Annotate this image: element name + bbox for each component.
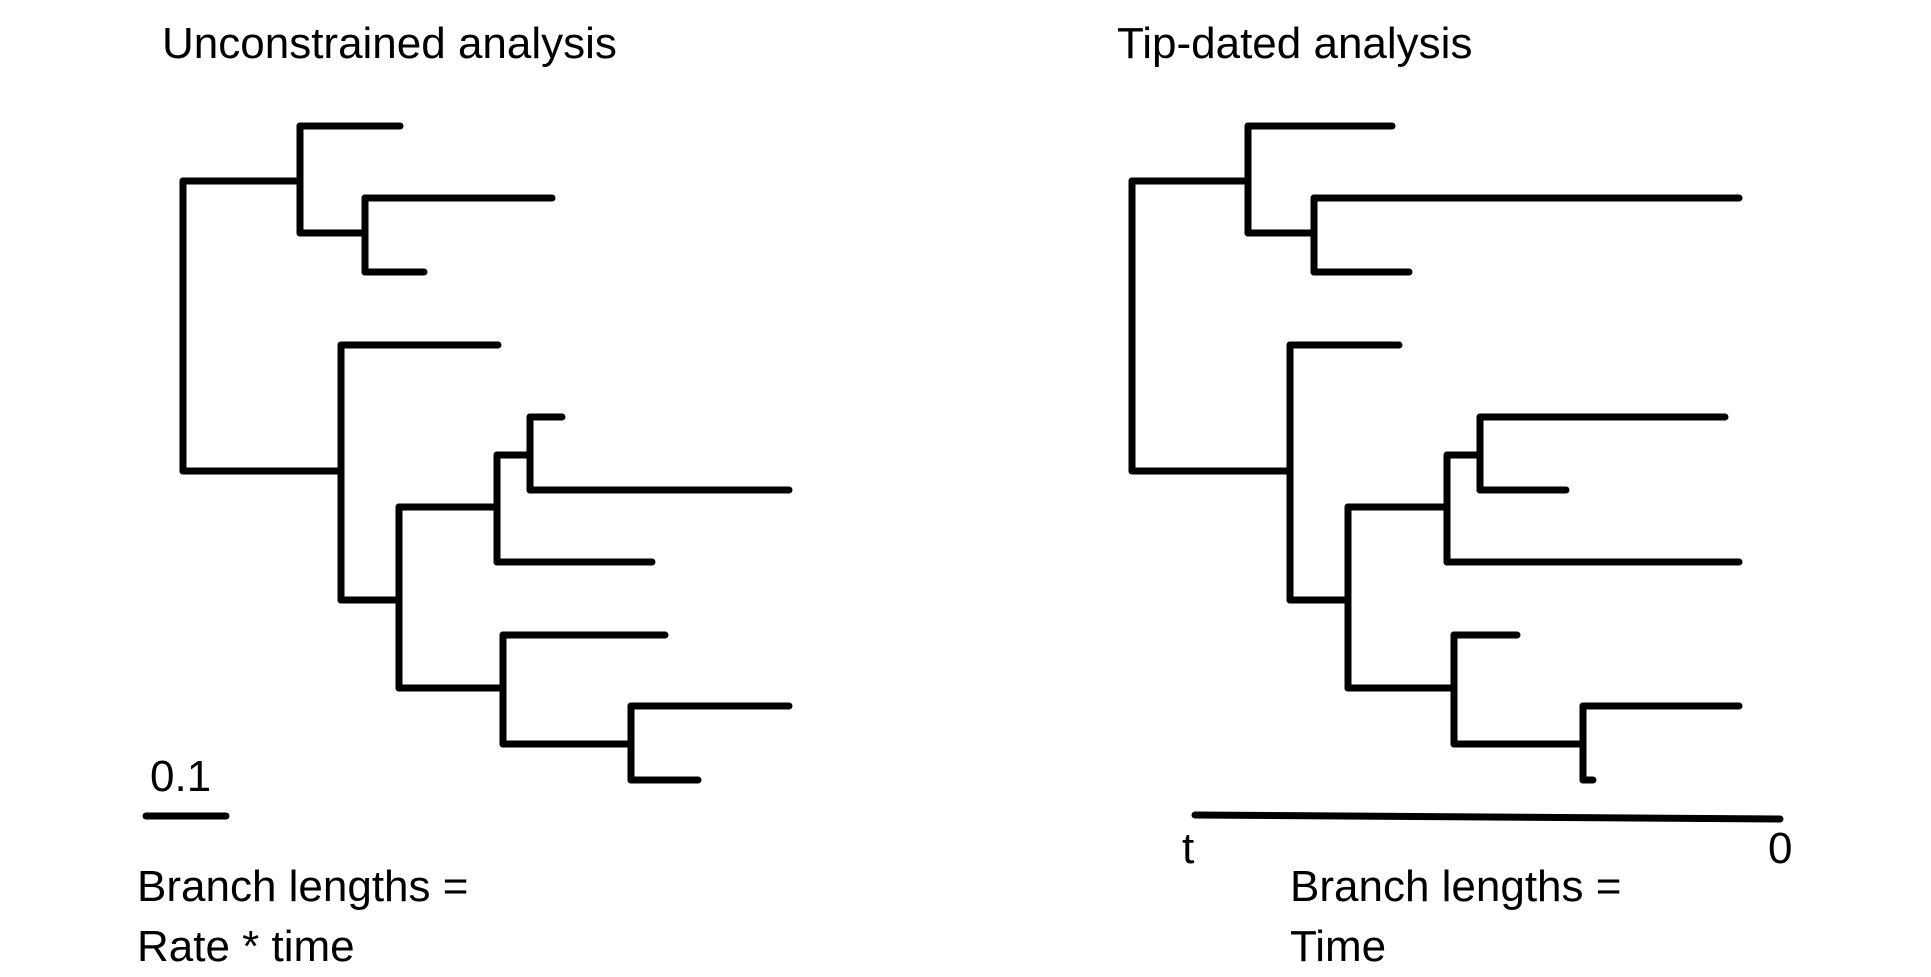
tip-dated-panel: Tip-dated analysis t 0 Bra — [965, 0, 1931, 972]
scale-label: 0.1 — [150, 752, 212, 801]
unconstrained-title: Unconstrained analysis — [162, 19, 617, 68]
unconstrained-caption-line2: Rate * time — [137, 922, 355, 971]
tip-dated-caption-line2: Time — [1290, 922, 1387, 971]
time-axis — [1191, 811, 1784, 823]
tip-dated-caption-line1: Branch lengths = — [1290, 862, 1622, 911]
unconstrained-panel: Unconstrained analysis 0.1 B — [0, 0, 965, 971]
tip-dated-title: Tip-dated analysis — [1117, 19, 1473, 68]
axis-start-label: t — [1182, 824, 1195, 873]
tip-dated-tree — [1128, 122, 1784, 823]
unconstrained-caption-line1: Branch lengths = — [137, 862, 469, 911]
axis-end-label: 0 — [1768, 824, 1793, 873]
unconstrained-tree — [142, 122, 793, 820]
